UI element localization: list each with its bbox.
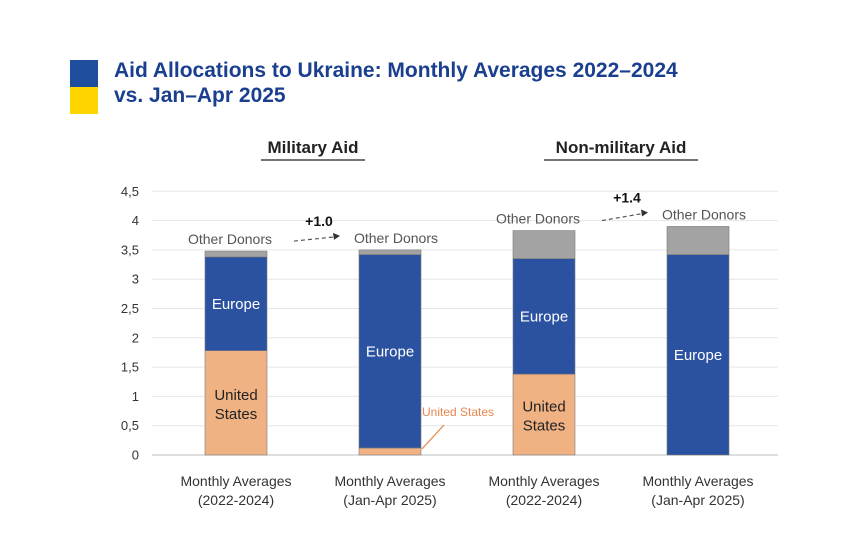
us-callout-line (421, 424, 445, 450)
other-donors-label: Other Donors (354, 230, 438, 246)
y-tick-label: 4 (132, 213, 139, 228)
us-segment-label: United (214, 387, 257, 404)
y-tick-label: 3,5 (121, 242, 139, 257)
category-label: (Jan-Apr 2025) (651, 492, 744, 508)
category-label: Monthly Averages (642, 473, 753, 489)
europe-segment-label: Europe (366, 343, 414, 360)
europe-segment-label: Europe (520, 308, 568, 325)
bar-segment-other-donors (666, 226, 730, 255)
arrowhead-icon (333, 232, 340, 240)
change-delta-label: +1.4 (613, 189, 641, 205)
arrowhead-icon (641, 209, 648, 217)
bar-segment-other-donors (358, 249, 422, 255)
group-title: Non-military Aid (556, 138, 687, 157)
bar-segment-united-states (358, 447, 422, 456)
europe-segment-label: Europe (212, 296, 260, 313)
us-segment-label: United (522, 399, 565, 416)
other-donors-label: Other Donors (188, 231, 272, 247)
y-tick-label: 2,5 (121, 301, 139, 316)
y-tick-label: 1,5 (121, 360, 139, 375)
y-tick-label: 0,5 (121, 418, 139, 433)
y-tick-label: 1 (132, 389, 139, 404)
other-donors-label: Other Donors (662, 206, 746, 222)
category-label: Monthly Averages (488, 473, 599, 489)
change-arrow (601, 212, 644, 222)
category-label: (Jan-Apr 2025) (343, 492, 436, 508)
category-label: Monthly Averages (334, 473, 445, 489)
y-tick-label: 3 (132, 272, 139, 287)
category-label: Monthly Averages (180, 473, 291, 489)
chart-title-line1: Aid Allocations to Ukraine: Monthly Aver… (114, 59, 678, 82)
bar-segment-europe (204, 256, 268, 351)
bar-segment-europe (358, 254, 422, 449)
change-arrow (293, 236, 336, 242)
category-label: (2022-2024) (198, 492, 274, 508)
y-tick-label: 2 (132, 330, 139, 345)
change-delta-label: +1.0 (305, 213, 333, 229)
europe-segment-label: Europe (674, 347, 722, 364)
bar-segment-europe (512, 258, 576, 375)
y-tick-label: 4,5 (121, 184, 139, 199)
us-callout-label: United States (422, 405, 494, 419)
other-donors-label: Other Donors (496, 211, 580, 227)
y-tick-label: 0 (132, 448, 139, 463)
bar-segment-other-donors (512, 230, 576, 259)
chart-title: Aid Allocations to Ukraine: Monthly Aver… (114, 58, 814, 108)
chart-title-line2: vs. Jan–Apr 2025 (114, 84, 286, 107)
bar-segment-united-states (512, 373, 576, 456)
bar-segment-united-states (204, 350, 268, 456)
group-title: Military Aid (268, 138, 359, 157)
flag-yellow-stripe (70, 87, 98, 114)
us-segment-label: States (215, 406, 258, 423)
bar-segment-other-donors (204, 250, 268, 258)
us-segment-label: States (523, 418, 566, 435)
ukraine-flag-icon (70, 60, 98, 114)
category-label: (2022-2024) (506, 492, 582, 508)
flag-blue-stripe (70, 60, 98, 87)
